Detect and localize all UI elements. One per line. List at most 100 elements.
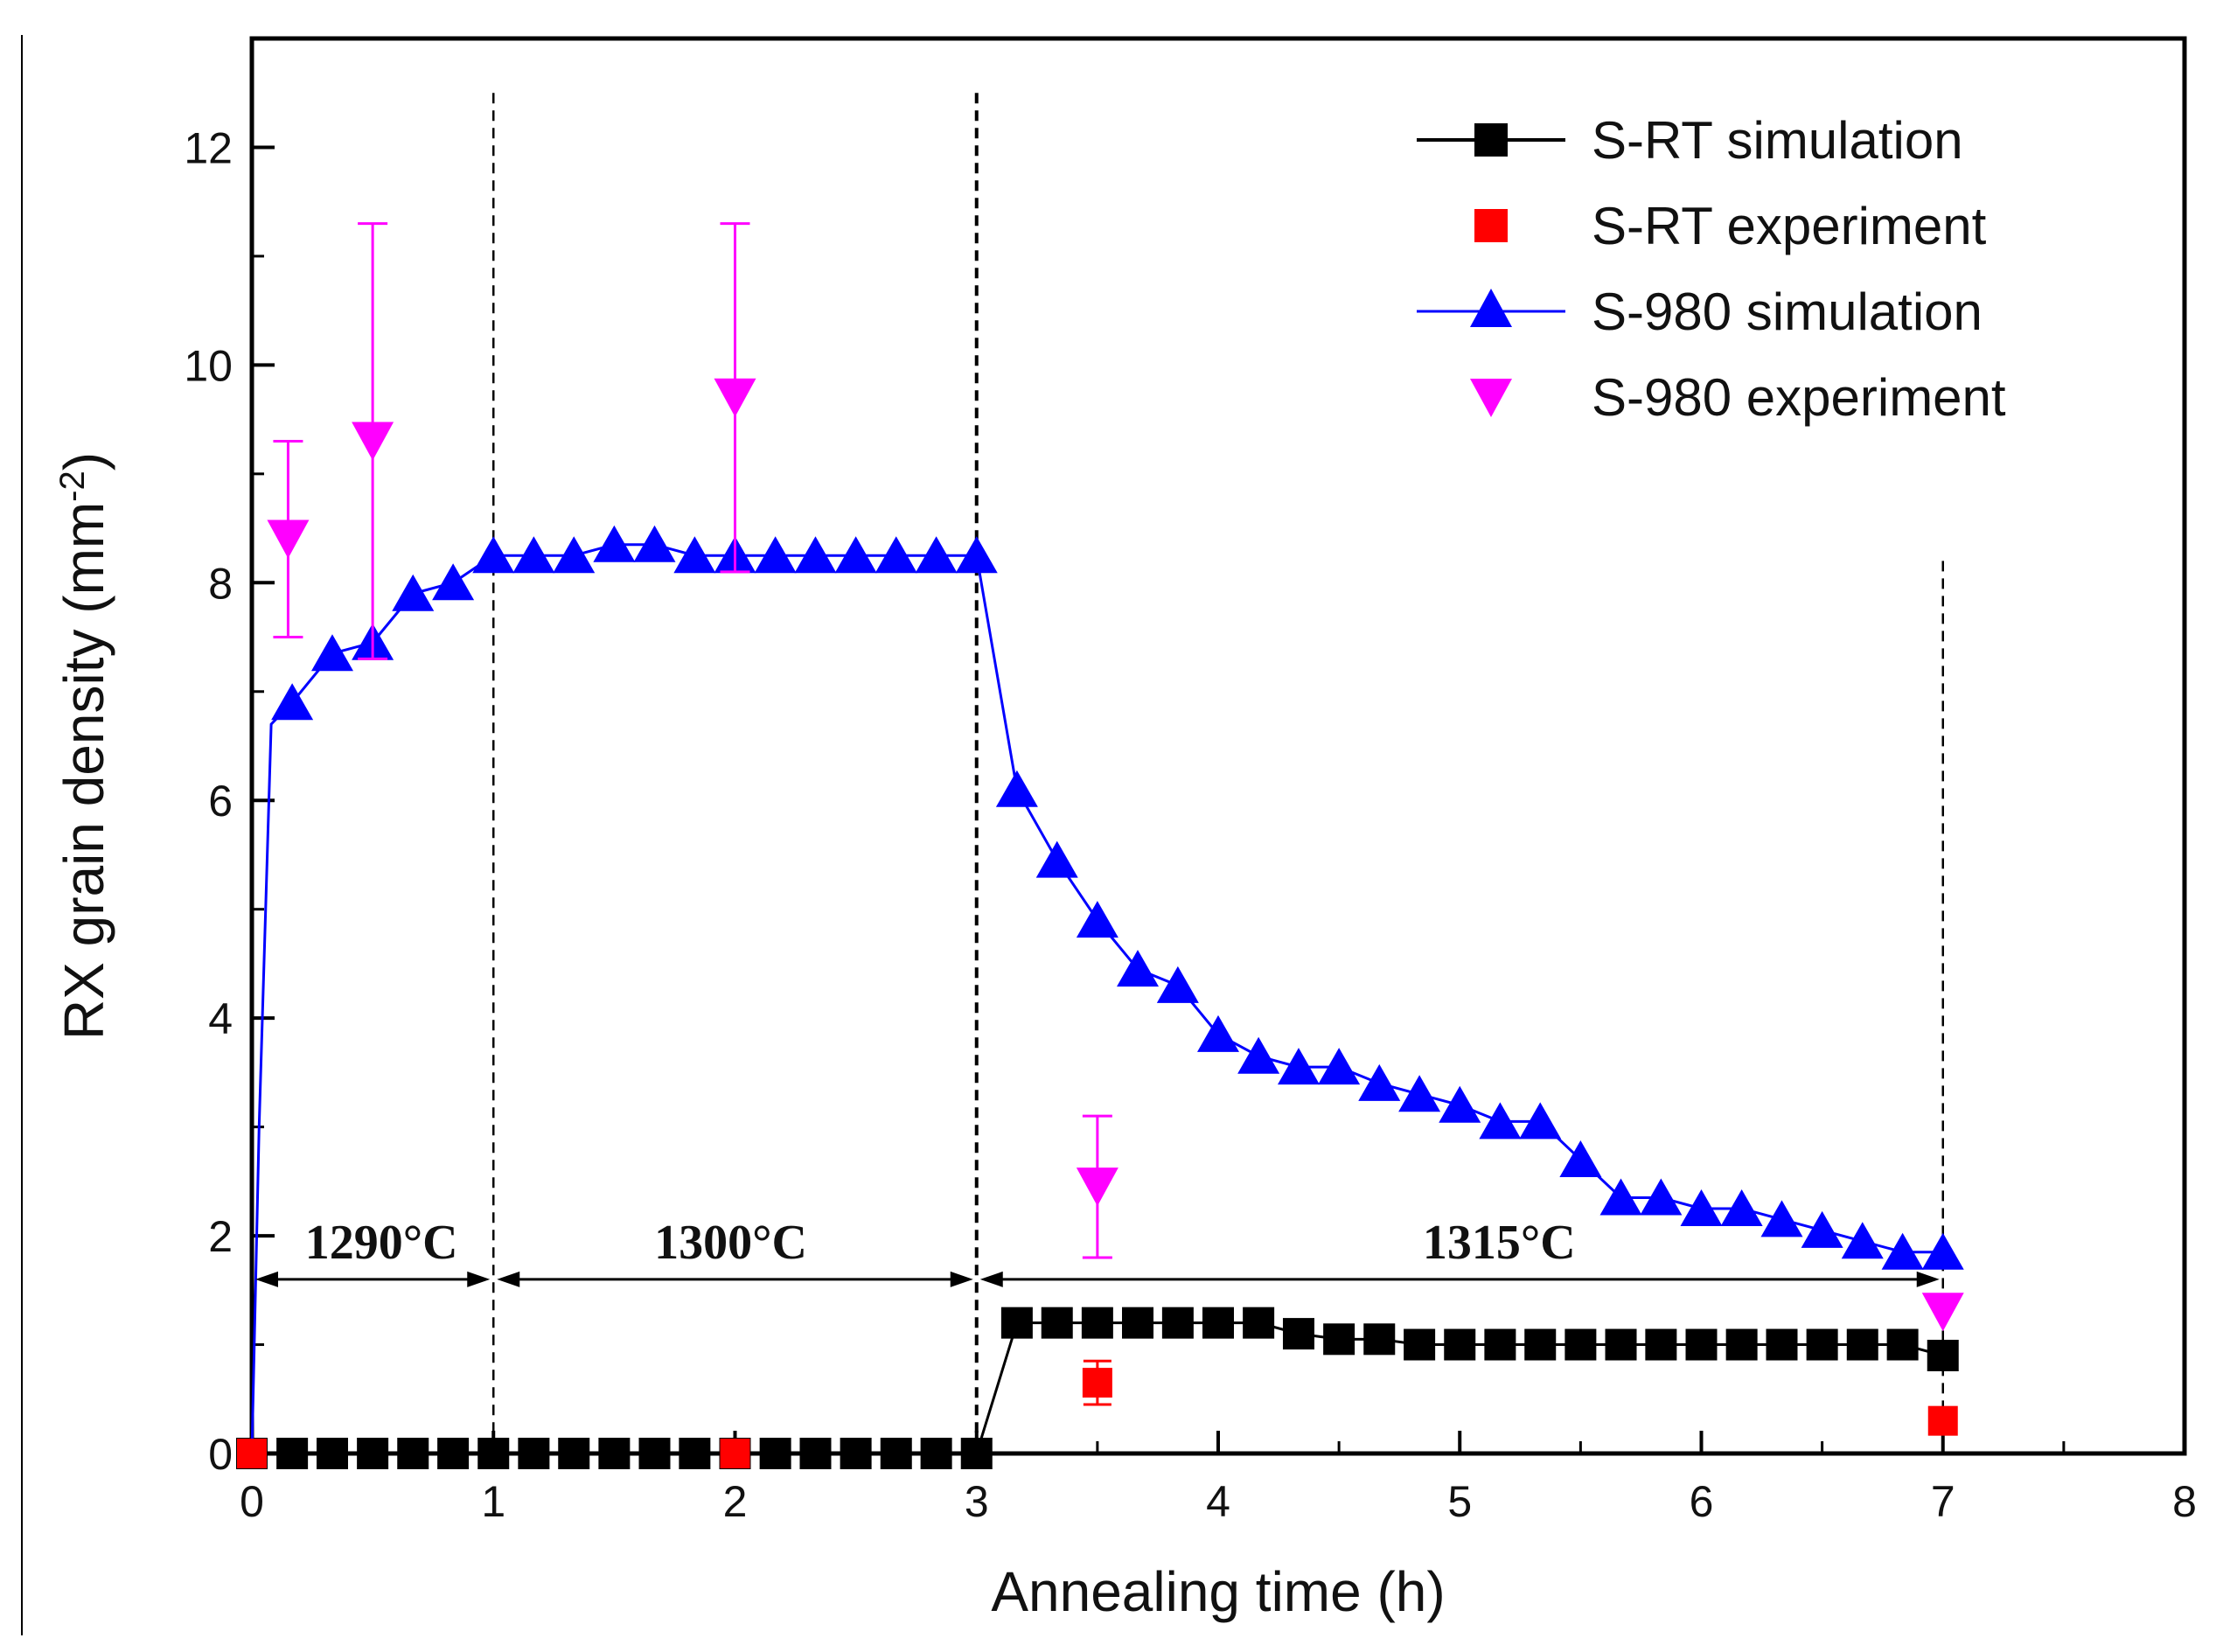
s-rt-simulation-point xyxy=(1122,1307,1154,1339)
s-rt-simulation-point xyxy=(1404,1328,1436,1361)
s-980-experiment-point xyxy=(1921,1293,1964,1332)
s-rt-simulation-point xyxy=(316,1438,348,1469)
y-axis-title: RX grain density (mm-2) xyxy=(52,452,115,1040)
x-tick-label: 7 xyxy=(1931,1477,1955,1526)
legend-item-s-980-simulation: S-980 simulation xyxy=(1417,282,1983,341)
s-rt-simulation-point xyxy=(598,1438,631,1469)
s-rt-simulation-point xyxy=(357,1438,389,1469)
s-rt-experiment-point xyxy=(1927,1405,1958,1436)
s-rt-simulation-point xyxy=(1605,1328,1637,1361)
x-tick-label: 8 xyxy=(2172,1477,2197,1526)
s-rt-simulation-point xyxy=(1484,1328,1516,1361)
s-980-simulation-point xyxy=(1117,950,1160,987)
s-980-simulation-point xyxy=(1358,1063,1401,1101)
y-tick-label: 10 xyxy=(184,341,233,390)
legend-marker-s-rt-experiment xyxy=(1474,209,1508,242)
s-980-simulation-point xyxy=(1197,1014,1239,1052)
x-tick-label: 1 xyxy=(481,1477,505,1526)
x-axis-title: Annealing time (h) xyxy=(991,1560,1445,1623)
region-label-1290: 1290°C xyxy=(305,1216,458,1270)
x-tick-label: 6 xyxy=(1690,1477,1714,1526)
s-rt-simulation-point xyxy=(1000,1307,1033,1339)
y-tick-label: 8 xyxy=(208,559,233,608)
s-980-simulation-point xyxy=(512,536,555,574)
s-rt-simulation-point xyxy=(1081,1307,1113,1339)
s-980-simulation-point xyxy=(1801,1210,1843,1248)
s-980-experiment-point xyxy=(1076,1168,1118,1207)
region-label-1315: 1315°C xyxy=(1423,1216,1576,1270)
s-rt-simulation-point xyxy=(1243,1307,1275,1339)
s-980-simulation-point xyxy=(392,574,435,611)
phase-arrow-head-right xyxy=(467,1271,491,1287)
s-rt-experiment-point xyxy=(1082,1368,1112,1398)
phase-arrows xyxy=(255,1271,1940,1287)
s-rt-simulation-point xyxy=(1725,1328,1758,1361)
s-rt-simulation-point xyxy=(1766,1328,1798,1361)
s-rt-simulation-point xyxy=(920,1438,952,1469)
s-980-simulation-point xyxy=(1519,1102,1562,1140)
s-rt-simulation-point xyxy=(799,1438,832,1469)
legend: S-RT simulation S-RT experiment S-980 si… xyxy=(1417,111,2006,427)
legend-marker-s-980-simulation xyxy=(1470,289,1512,327)
s-980-simulation-point xyxy=(673,536,716,574)
s-980-simulation-point xyxy=(1479,1102,1522,1140)
phase-arrow-head-right xyxy=(1916,1271,1940,1287)
s-rt-simulation-point xyxy=(437,1438,470,1469)
s-980-simulation-point xyxy=(1599,1178,1642,1216)
legend-label-s-rt-simulation: S-RT simulation xyxy=(1592,111,1963,170)
y-axis-title-superscript: -2 xyxy=(53,471,92,502)
s-980-simulation-point xyxy=(834,536,877,574)
x-tick-label: 0 xyxy=(240,1477,264,1526)
s-rt-simulation-point xyxy=(1363,1323,1396,1356)
data-series xyxy=(236,222,1964,1469)
s-rt-simulation-point xyxy=(518,1438,550,1469)
s-rt-simulation-point xyxy=(880,1438,912,1469)
s-980-simulation-point xyxy=(633,525,676,562)
s-980-simulation-point xyxy=(271,683,314,721)
s-rt-experiment-point xyxy=(720,1439,750,1468)
s-980-simulation-point xyxy=(1559,1140,1602,1177)
s-rt-experiment-point xyxy=(237,1439,267,1468)
s-980-simulation-point xyxy=(1318,1048,1361,1085)
s-rt-simulation-point xyxy=(397,1438,429,1469)
s-rt-simulation-point xyxy=(1041,1307,1073,1339)
s-rt-simulation-point xyxy=(1161,1307,1194,1339)
s-980-simulation-point xyxy=(1035,840,1078,878)
s-rt-simulation-point xyxy=(1564,1328,1597,1361)
s-980-simulation-point xyxy=(553,536,596,574)
s-980-simulation-point xyxy=(1921,1232,1964,1270)
s-rt-simulation-point xyxy=(1886,1328,1919,1361)
y-tick-label: 12 xyxy=(184,123,233,172)
legend-label-s-980-simulation: S-980 simulation xyxy=(1592,282,1983,341)
x-tick-label: 3 xyxy=(965,1477,989,1526)
y-axis-title-main: RX grain density (mm xyxy=(52,502,115,1040)
s-980-simulation-point xyxy=(754,536,797,574)
s-980-simulation-point xyxy=(955,536,998,574)
s-980-simulation-point xyxy=(1398,1075,1441,1112)
s-980-simulation-point xyxy=(1760,1200,1803,1237)
s-rt-simulation-point xyxy=(276,1438,309,1469)
s-980-simulation-point xyxy=(1439,1085,1481,1123)
s-980-simulation-point xyxy=(1720,1188,1763,1226)
phase-arrow-head-left xyxy=(979,1271,1003,1287)
s-rt-simulation-point xyxy=(1202,1307,1234,1339)
x-tick-label: 2 xyxy=(723,1477,748,1526)
s-980-simulation-point xyxy=(875,536,917,574)
s-rt-simulation-point xyxy=(1524,1328,1557,1361)
legend-marker-s-980-experiment xyxy=(1470,379,1512,417)
s-rt-simulation-point xyxy=(960,1438,993,1469)
s-980-experiment-point xyxy=(267,519,310,559)
y-tick-label: 2 xyxy=(208,1212,233,1261)
phase-arrow-head-left xyxy=(497,1271,520,1287)
legend-label-s-rt-experiment: S-RT experiment xyxy=(1592,197,1987,255)
region-label-1300: 1300°C xyxy=(654,1216,807,1270)
s-980-simulation-point xyxy=(472,536,515,574)
s-980-simulation-point xyxy=(1881,1232,1924,1270)
s-980-simulation-point xyxy=(1640,1178,1683,1216)
legend-item-s-rt-experiment: S-RT experiment xyxy=(1474,197,1987,255)
s-980-experiment-point xyxy=(352,422,394,461)
y-tick-label: 4 xyxy=(208,994,233,1043)
s-980-simulation-point xyxy=(1076,901,1118,938)
s-rt-simulation-point xyxy=(1444,1328,1476,1361)
